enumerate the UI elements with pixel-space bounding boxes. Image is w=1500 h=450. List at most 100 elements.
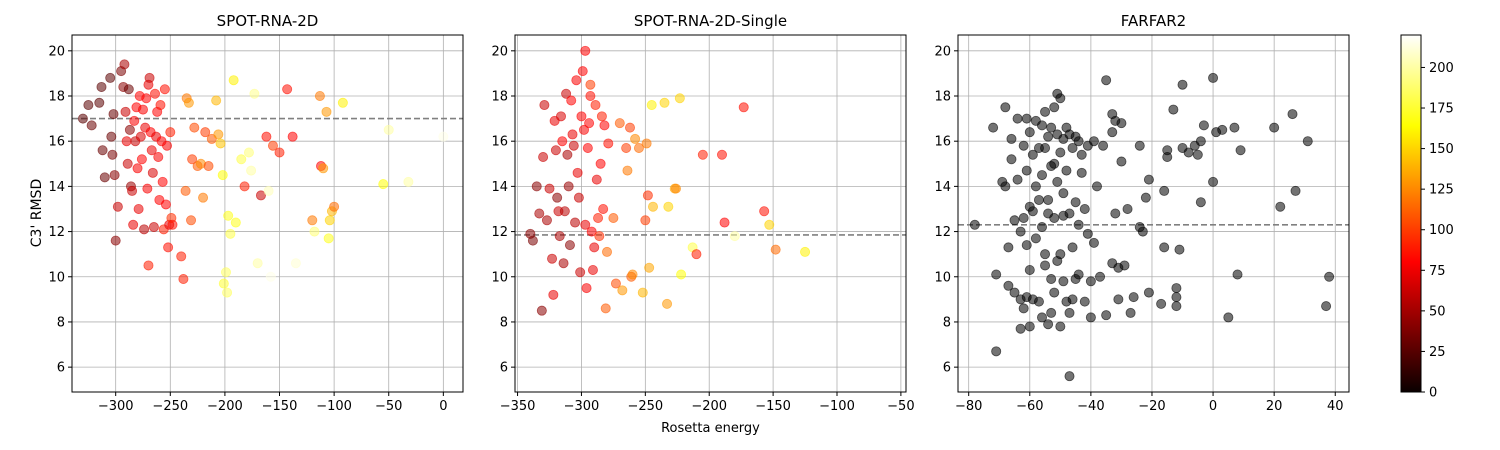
data-point: [539, 100, 550, 111]
data-point: [167, 219, 178, 230]
data-point: [86, 120, 97, 131]
data-point: [1046, 307, 1057, 318]
data-point: [1082, 228, 1093, 239]
data-point: [186, 215, 197, 226]
data-point: [800, 246, 811, 257]
data-point: [590, 100, 601, 111]
data-point: [691, 249, 702, 260]
colorbar: 0 25 50 75 100 125 150 175 200: [1400, 34, 1454, 401]
data-point: [764, 219, 775, 230]
data-point: [1009, 215, 1020, 226]
data-point: [566, 95, 577, 106]
x-tick-label: −50: [887, 399, 914, 414]
data-point: [587, 264, 598, 275]
y-tick-label: 18: [48, 90, 65, 105]
colorbar-tick-label: 200: [1429, 61, 1454, 76]
colorbar-ticks: 0 25 50 75 100 125 150 175 200: [1421, 61, 1454, 401]
data-point: [1269, 122, 1280, 133]
x-tick-label: −100: [819, 399, 855, 414]
data-point: [1037, 312, 1048, 323]
data-point: [1208, 72, 1219, 83]
data-point: [213, 129, 224, 140]
data-point: [180, 185, 191, 196]
data-point: [200, 127, 211, 138]
data-point: [1040, 260, 1051, 271]
data-point: [263, 185, 274, 196]
data-point: [595, 158, 606, 169]
data-point: [538, 152, 549, 163]
data-point: [1067, 242, 1078, 253]
chart-panel-2: SPOT-RNA-2D-Single −350 −300 −250 −200 −150−…: [491, 12, 914, 414]
x-tick-label: −150: [755, 399, 791, 414]
data-point: [1122, 203, 1133, 214]
data-point: [544, 183, 555, 194]
data-point: [610, 278, 621, 289]
data-point: [136, 154, 147, 165]
data-point: [1229, 122, 1240, 133]
data-point: [1174, 244, 1185, 255]
data-point: [1049, 158, 1060, 169]
data-point: [988, 122, 999, 133]
data-point: [198, 192, 209, 203]
data-point: [220, 267, 231, 278]
data-point: [552, 192, 563, 203]
chart-1-points: [77, 59, 449, 298]
data-point: [1049, 102, 1060, 113]
data-point: [1018, 213, 1029, 224]
y-tick-label: 10: [934, 270, 951, 285]
y-tick-label: 10: [491, 270, 508, 285]
colorbar-tick-label: 100: [1429, 223, 1454, 238]
colorbar-tick-label: 175: [1429, 102, 1454, 117]
data-point: [1159, 242, 1170, 253]
data-point: [160, 199, 171, 210]
data-point: [141, 93, 152, 104]
data-point: [222, 287, 233, 298]
data-point: [547, 253, 558, 264]
data-point: [132, 163, 143, 174]
data-point: [120, 106, 131, 117]
data-point: [1058, 188, 1069, 199]
data-point: [1275, 201, 1286, 212]
data-point: [1006, 133, 1017, 144]
x-tick-label: −350: [500, 399, 536, 414]
data-point: [215, 138, 226, 149]
data-point: [1217, 124, 1228, 135]
data-point: [573, 192, 584, 203]
data-point: [599, 120, 610, 131]
data-point: [1302, 136, 1313, 147]
data-point: [249, 88, 260, 99]
data-point: [236, 154, 247, 165]
data-point: [1046, 122, 1057, 133]
data-point: [1101, 75, 1112, 86]
y-tick-label: 12: [934, 225, 951, 240]
data-point: [1055, 249, 1066, 260]
data-point: [265, 271, 276, 282]
data-point: [1095, 271, 1106, 282]
data-point: [674, 93, 685, 104]
data-point: [575, 267, 586, 278]
x-tick-label: −300: [564, 399, 600, 414]
y-tick-label: 14: [934, 180, 951, 195]
data-point: [614, 118, 625, 129]
data-point: [1079, 296, 1090, 307]
data-point: [178, 274, 189, 285]
chart-1-y-ticks: 6 8 10 12 14 16 18 20: [48, 44, 72, 376]
data-point: [564, 240, 575, 251]
data-point: [1171, 292, 1182, 303]
data-point: [591, 174, 602, 185]
y-tick-label: 6: [500, 361, 508, 376]
data-point: [646, 100, 657, 111]
data-point: [625, 122, 636, 133]
data-point: [148, 222, 159, 233]
data-point: [228, 75, 239, 86]
chart-2-grid: [515, 35, 906, 392]
data-point: [147, 167, 158, 178]
data-point: [1046, 274, 1057, 285]
data-point: [1067, 142, 1078, 153]
data-point: [1192, 149, 1203, 160]
data-point: [1055, 321, 1066, 332]
data-point: [309, 226, 320, 237]
data-point: [1076, 149, 1087, 160]
data-point: [378, 179, 389, 190]
x-axis-label: Rosetta energy: [661, 421, 760, 436]
